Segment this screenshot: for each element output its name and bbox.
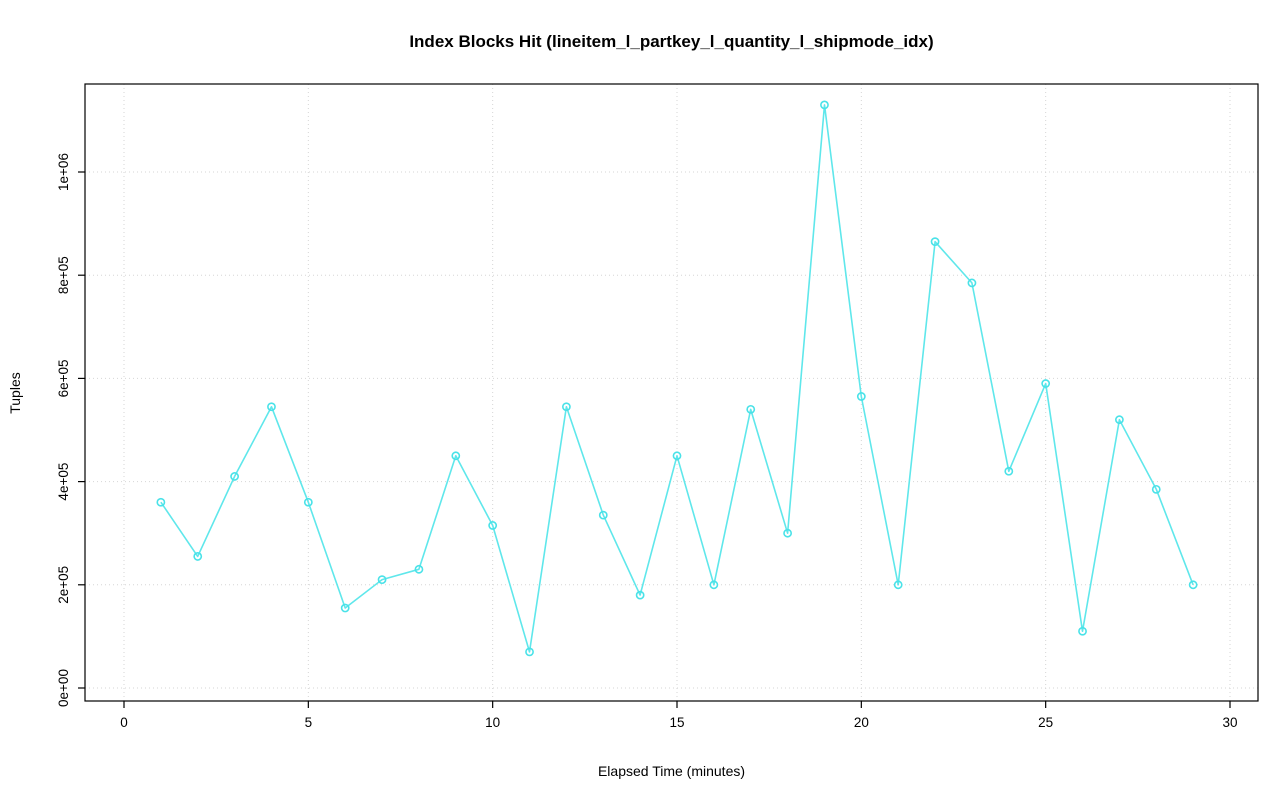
data-point-marker bbox=[1115, 415, 1124, 425]
data-point-marker bbox=[451, 451, 461, 461]
data-point-marker bbox=[525, 647, 534, 657]
data-line bbox=[160, 104, 1194, 653]
data-point-marker bbox=[562, 402, 571, 412]
data-point-marker bbox=[783, 528, 792, 538]
x-tick-label: 20 bbox=[854, 715, 869, 730]
data-point-marker bbox=[930, 237, 940, 247]
y-tick-label: 6e+05 bbox=[56, 359, 71, 397]
data-point-marker bbox=[414, 564, 424, 574]
x-tick-label: 0 bbox=[120, 715, 128, 730]
data-point-marker bbox=[156, 497, 166, 507]
y-tick-label: 8e+05 bbox=[56, 256, 71, 294]
data-point-marker bbox=[820, 100, 829, 110]
data-point-marker bbox=[856, 392, 866, 401]
data-point-marker bbox=[967, 278, 977, 288]
y-axis-label: Tuples bbox=[7, 372, 23, 414]
data-point-marker bbox=[746, 404, 756, 414]
plot-border bbox=[84, 83, 1259, 702]
data-point-marker bbox=[709, 580, 719, 590]
x-axis-label: Elapsed Time (minutes) bbox=[597, 763, 746, 779]
y-tick-label: 0e+00 bbox=[56, 669, 71, 707]
x-tick-label: 10 bbox=[485, 715, 500, 730]
data-point-marker bbox=[598, 510, 608, 520]
y-tick-label: 4e+05 bbox=[56, 463, 71, 501]
x-tick-label: 5 bbox=[305, 715, 313, 730]
data-point-marker bbox=[1004, 466, 1014, 476]
data-point-marker bbox=[1188, 580, 1198, 590]
data-point-marker bbox=[340, 603, 350, 613]
x-tick-label: 25 bbox=[1038, 715, 1053, 730]
data-point-marker bbox=[1041, 379, 1051, 388]
data-point-marker bbox=[672, 451, 682, 461]
data-point-marker bbox=[1078, 626, 1087, 636]
data-point-marker bbox=[193, 552, 203, 561]
data-point-marker bbox=[635, 590, 645, 600]
data-point-marker bbox=[377, 575, 387, 585]
y-tick-label: 2e+05 bbox=[56, 566, 71, 604]
y-tick-label: 1e+06 bbox=[56, 153, 71, 191]
data-point-marker bbox=[1151, 484, 1161, 494]
data-point-marker bbox=[230, 472, 239, 481]
data-point-marker bbox=[267, 402, 276, 412]
data-point-marker bbox=[893, 580, 903, 590]
data-point-marker bbox=[488, 521, 498, 530]
chart-title: Index Blocks Hit (lineitem_l_partkey_l_q… bbox=[409, 32, 934, 51]
x-tick-label: 30 bbox=[1222, 715, 1237, 730]
data-point-marker bbox=[303, 497, 313, 507]
x-tick-label: 15 bbox=[669, 715, 684, 730]
